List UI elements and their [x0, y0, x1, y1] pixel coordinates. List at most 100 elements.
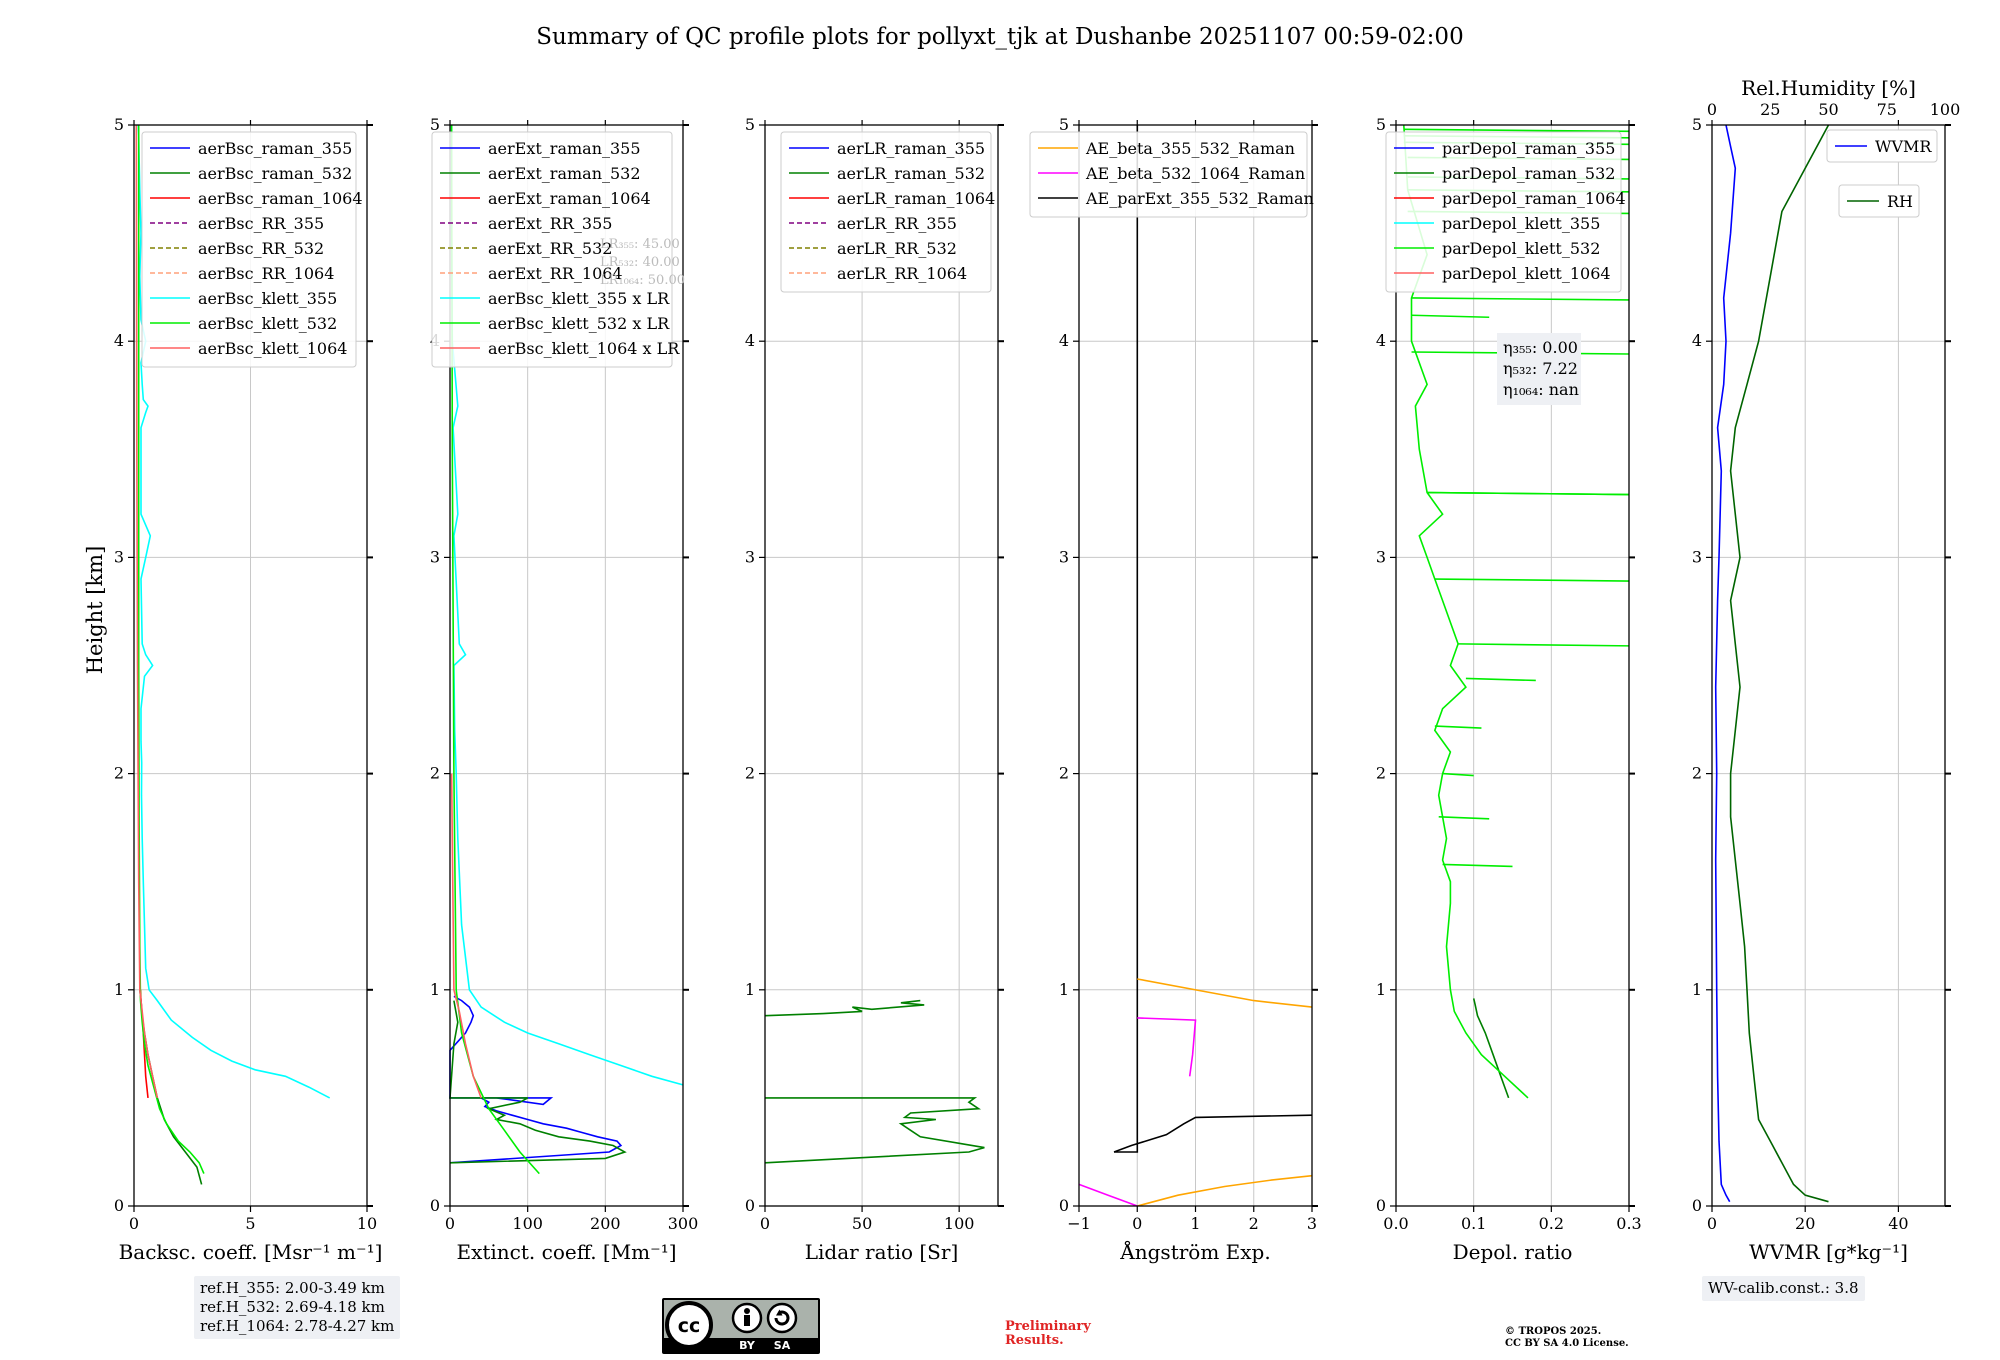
- series-line-AE-parExt-upper: [1114, 125, 1139, 1153]
- series-line-AE-parExt-355-532-Raman: [1113, 1114, 1313, 1153]
- x-axis-label: WVMR [g*kg⁻¹]: [1749, 1240, 1908, 1264]
- legend-label: aerBsc_klett_532 x LR: [488, 314, 670, 333]
- series-line-aerLR-raman-532-upper: [764, 999, 925, 1017]
- x2-tick-label: 25: [1760, 100, 1780, 119]
- y-tick-label: 0: [745, 1196, 755, 1215]
- y-tick-label: 1: [114, 980, 124, 999]
- x-tick-label: 300: [668, 1214, 699, 1233]
- legend-box: [431, 131, 673, 368]
- plot-frame: [1711, 124, 1946, 1207]
- series-line-RH: [1729, 124, 1830, 1203]
- legend-label: parDepol_raman_532: [1442, 164, 1615, 183]
- legend-label: aerBsc_RR_1064: [198, 264, 334, 283]
- x-axis-label: Extinct. coeff. [Mm⁻¹]: [456, 1240, 676, 1264]
- y-tick-label: 5: [114, 115, 124, 134]
- series-line-WVMR: [1714, 124, 1737, 1203]
- badge-sa-label: SA: [774, 1339, 791, 1352]
- lidar-ratio-annotation: LR₃₅₅: 45.00: [600, 237, 680, 252]
- reference-height-355: ref.H_355: 2.00-3.49 km: [200, 1279, 385, 1297]
- depol-spike: [1403, 128, 1630, 133]
- legend-label: aerExt_raman_532: [488, 164, 641, 183]
- x-tick-label: 100: [512, 1214, 543, 1233]
- legend-label: aerExt_raman_1064: [488, 189, 651, 208]
- legend-box: [141, 131, 357, 368]
- copyright-line-2: CC BY SA 4.0 License.: [1505, 1338, 1629, 1349]
- x-tick-label: 0.0: [1383, 1214, 1408, 1233]
- legend-box: [1385, 131, 1622, 293]
- legend-label: aerLR_raman_355: [837, 139, 985, 158]
- reference-height-1064: ref.H_1064: 2.78-4.27 km: [200, 1317, 395, 1335]
- series-line-aerBsc-klett-532: [137, 125, 205, 1174]
- x2-axis-label: Rel.Humidity [%]: [1741, 76, 1916, 100]
- depol-spike: [1438, 816, 1490, 820]
- legend: aerLR_raman_355 aerLR_raman_532 aerLR_rama…: [780, 131, 995, 293]
- y-tick-label: 4: [745, 331, 755, 350]
- legend-label: parDepol_raman_1064: [1442, 189, 1626, 208]
- y-tick-label: 2: [1376, 764, 1386, 783]
- legend-label: WVMR: [1875, 137, 1932, 156]
- series-line-aerBsc-klett-355-x-LR: [450, 125, 684, 1086]
- x-tick-label: 3: [1307, 1214, 1317, 1233]
- legend-label: aerBsc_raman_355: [198, 139, 352, 158]
- legend-label: AE_parExt_355_532_Raman: [1085, 189, 1314, 208]
- legend-label: parDepol_klett_355: [1442, 214, 1600, 233]
- x-tick-label: 200: [590, 1214, 621, 1233]
- x-axis-label: Lidar ratio [Sr]: [805, 1240, 959, 1264]
- y-tick-label: 0: [114, 1196, 124, 1215]
- legend-label: aerBsc_RR_532: [198, 239, 324, 258]
- y-tick-label: 2: [430, 764, 440, 783]
- y-tick-label: 3: [745, 547, 755, 566]
- y-tick-label: 5: [745, 115, 755, 134]
- y-tick-label: 3: [1376, 547, 1386, 566]
- y-tick-label: 5: [430, 115, 440, 134]
- x-tick-label: 10: [357, 1214, 377, 1233]
- y-tick-label: 5: [1692, 115, 1702, 134]
- legend-label: aerLR_raman_1064: [837, 189, 995, 208]
- eta-annotation: η₃₅₅: 0.00: [1503, 338, 1578, 357]
- legend: aerExt_raman_355 aerExt_raman_532 aerExt_r…: [431, 131, 680, 368]
- legend-label: aerBsc_klett_355: [198, 289, 337, 308]
- x2-tick-label: 75: [1877, 100, 1897, 119]
- series-line-aerLR-raman-532: [764, 1097, 985, 1164]
- x-tick-label: 2: [1249, 1214, 1259, 1233]
- y-tick-label: 1: [1692, 980, 1702, 999]
- legend: aerBsc_raman_355 aerBsc_raman_532 aerBsc_r…: [141, 131, 363, 368]
- depol-spike: [1465, 677, 1536, 682]
- series-line-aerBsc-klett-1064: [135, 124, 159, 1099]
- x-tick-label: 1: [1190, 1214, 1200, 1233]
- x-axis-label: Depol. ratio: [1453, 1240, 1573, 1264]
- x-axis-label: Ångström Exp.: [1119, 1239, 1270, 1264]
- x-tick-label: 20: [1795, 1214, 1815, 1233]
- series-line-AE-beta-355-532-upper: [1137, 978, 1313, 1008]
- legend-label: aerLR_raman_532: [837, 164, 985, 183]
- legend-label: aerExt_RR_532: [488, 239, 612, 258]
- x-tick-label: 0: [445, 1214, 455, 1233]
- y-tick-label: 4: [1059, 331, 1069, 350]
- panel-lidar_ratio: 0 50 100 0 1 2 3 4 5 Lidar ratio [Sr] aerLR_raman_…: [745, 115, 1004, 1264]
- y-tick-label: 3: [1692, 547, 1702, 566]
- copyright-notice: © TROPOS 2025. CC BY SA 4.0 License.: [1505, 1326, 1629, 1350]
- preliminary-line-2: Results.: [1005, 1333, 1064, 1348]
- reference-height-box: ref.H_355: 2.00-3.49 km ref.H_532: 2.69-…: [194, 1276, 401, 1339]
- panel-water_vapor: 0 20 40 0 1 2 3 4 5 WVMR [g*kg⁻¹] 0 25 50 75 100 Rel.Hu…: [1692, 76, 1960, 1264]
- lidar-ratio-annotation: LR₅₃₂: 40.00: [600, 255, 680, 270]
- depol-spike: [1411, 297, 1630, 301]
- legend-label: aerBsc_raman_1064: [198, 189, 363, 208]
- y-axis-label: Height [km]: [83, 546, 107, 675]
- y-tick-label: 0: [1376, 1196, 1386, 1215]
- x-tick-label: 0.2: [1539, 1214, 1564, 1233]
- legend-label: aerBsc_raman_532: [198, 164, 352, 183]
- plot-frame: [1395, 124, 1630, 1207]
- y-tick-label: 0: [430, 1196, 440, 1215]
- y-tick-label: 4: [1692, 331, 1702, 350]
- x-tick-label: 0: [1132, 1214, 1142, 1233]
- x-tick-label: 0: [760, 1214, 770, 1233]
- legend-label: aerBsc_klett_355 x LR: [488, 289, 670, 308]
- x-tick-label: −1: [1067, 1214, 1091, 1233]
- panel-extinction: 0100200300012345Extinct. coeff. [Mm⁻¹]ae…: [430, 115, 698, 1264]
- share-alike-icon: [766, 1302, 798, 1334]
- y-tick-label: 1: [1059, 980, 1069, 999]
- x-tick-label: 0: [129, 1214, 139, 1233]
